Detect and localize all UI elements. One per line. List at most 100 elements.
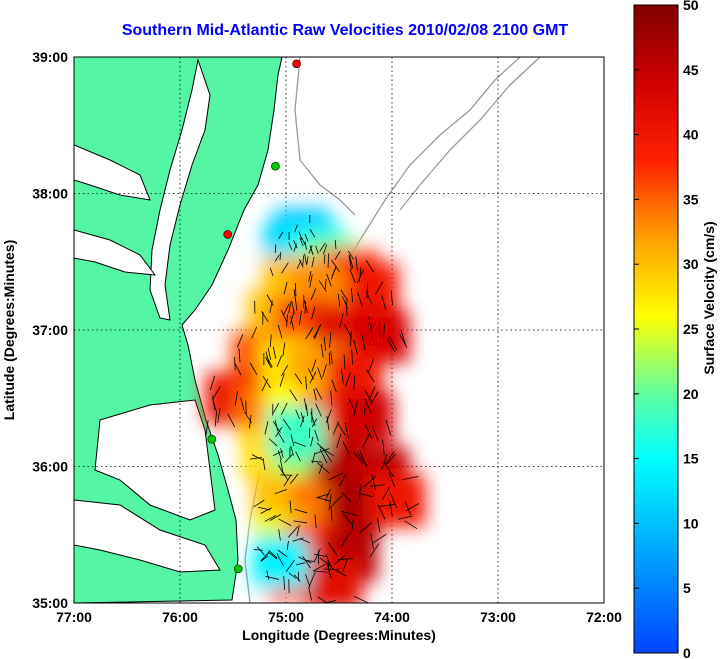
vector-arrow — [312, 570, 328, 573]
vector-arrow — [274, 419, 279, 432]
vector-arrow — [315, 387, 323, 400]
vector-arrow — [358, 492, 373, 498]
vector-arrow — [308, 271, 312, 282]
vector-arrow — [277, 549, 288, 558]
chart-title: Southern Mid-Atlantic Raw Velocities 201… — [121, 22, 569, 39]
vector-arrow — [371, 425, 379, 441]
vector-arrow — [348, 254, 354, 269]
vector-arrow — [289, 389, 298, 402]
vector-arrow — [205, 420, 209, 435]
vector-arrow — [253, 549, 263, 551]
station-marker — [223, 230, 232, 239]
x-tick-label: 75:00 — [268, 609, 304, 625]
colorbar-tick-label: 45 — [683, 62, 699, 78]
vector-arrow — [284, 453, 294, 463]
vector-arrow — [298, 259, 304, 268]
vector-arrow — [328, 352, 331, 366]
vector-arrow — [370, 533, 374, 550]
vector-arrow — [288, 300, 292, 314]
vector-arrow — [351, 349, 354, 365]
vector-arrow — [294, 283, 297, 297]
vector-arrow — [326, 415, 330, 431]
vector-arrow — [311, 418, 318, 428]
vector-arrow — [345, 300, 348, 316]
vector-arrow — [268, 438, 278, 447]
vector-arrow — [340, 289, 349, 302]
vector-arrow — [397, 515, 413, 520]
vector-arrow — [269, 267, 274, 277]
vector-arrow — [324, 488, 331, 502]
vector-arrow — [365, 369, 375, 383]
vector-arrow — [313, 324, 322, 338]
vector-arrow — [240, 397, 245, 411]
vector-arrow — [288, 572, 297, 579]
station-marker — [271, 161, 280, 171]
vector-arrow — [389, 501, 393, 517]
vector-arrow — [404, 501, 412, 516]
vector-arrow — [366, 283, 369, 299]
vector-arrow — [333, 554, 346, 565]
vector-arrow — [344, 324, 353, 339]
vector-arrow — [386, 338, 396, 353]
vector-arrow — [399, 333, 408, 348]
vector-arrow — [286, 540, 289, 551]
vector-arrow — [249, 456, 262, 460]
vector-arrow — [282, 342, 286, 357]
colorbar-tick-label: 5 — [683, 580, 691, 596]
vector-arrow — [313, 548, 321, 563]
vector-arrow — [308, 245, 313, 254]
vector-arrow — [272, 346, 277, 359]
vector-arrow — [389, 492, 397, 508]
vector-arrow — [283, 303, 290, 316]
station-marker — [292, 59, 301, 69]
vector-arrow — [298, 310, 302, 325]
vector-arrow — [278, 529, 281, 541]
station-marker — [207, 434, 217, 444]
vector-arrow — [280, 448, 284, 458]
bathymetry-contour — [344, 57, 521, 266]
vector-arrow — [364, 398, 372, 414]
vector-arrow — [331, 379, 337, 393]
vector-arrow — [330, 495, 342, 508]
vector-arrow — [269, 334, 272, 348]
velocity-cell — [268, 406, 325, 459]
vector-arrow — [339, 474, 347, 487]
vector-arrow — [348, 398, 356, 414]
vector-arrow — [345, 372, 351, 387]
vector-arrow — [209, 375, 216, 391]
x-tick-label: 73:00 — [480, 609, 516, 625]
vector-arrow — [361, 334, 366, 351]
vector-arrow — [300, 412, 305, 423]
vector-arrow — [293, 520, 307, 524]
vector-arrow — [314, 429, 319, 442]
sound-inlet — [74, 499, 221, 573]
vector-arrow — [311, 452, 316, 464]
vector-arrow — [280, 309, 288, 323]
vector-arrow — [266, 356, 273, 368]
vector-arrow — [290, 445, 294, 456]
vector-arrow — [277, 432, 285, 443]
vector-arrow — [295, 409, 300, 420]
vector-arrow — [381, 454, 388, 470]
vector-arrow — [323, 337, 327, 351]
vector-arrow — [261, 311, 269, 323]
vector-arrow — [359, 451, 367, 467]
vector-arrow — [322, 364, 327, 378]
colorbar-label: Surface Velocity (cm/s) — [701, 221, 717, 374]
vector-arrow — [315, 403, 322, 417]
vector-arrow — [214, 411, 217, 427]
vector-arrow — [294, 373, 303, 385]
vector-arrow — [353, 595, 369, 603]
vector-arrow — [381, 295, 387, 310]
y-tick-label: 35:00 — [32, 595, 68, 611]
vector-arrow — [266, 294, 274, 306]
vector-arrow — [288, 526, 299, 538]
vector-arrow — [317, 367, 323, 380]
vector-arrow — [344, 422, 349, 439]
vector-arrow — [293, 240, 298, 249]
vector-arrow — [277, 324, 283, 339]
vector-arrow — [267, 551, 278, 560]
vector-arrow — [329, 332, 332, 348]
vector-arrow — [313, 563, 328, 572]
